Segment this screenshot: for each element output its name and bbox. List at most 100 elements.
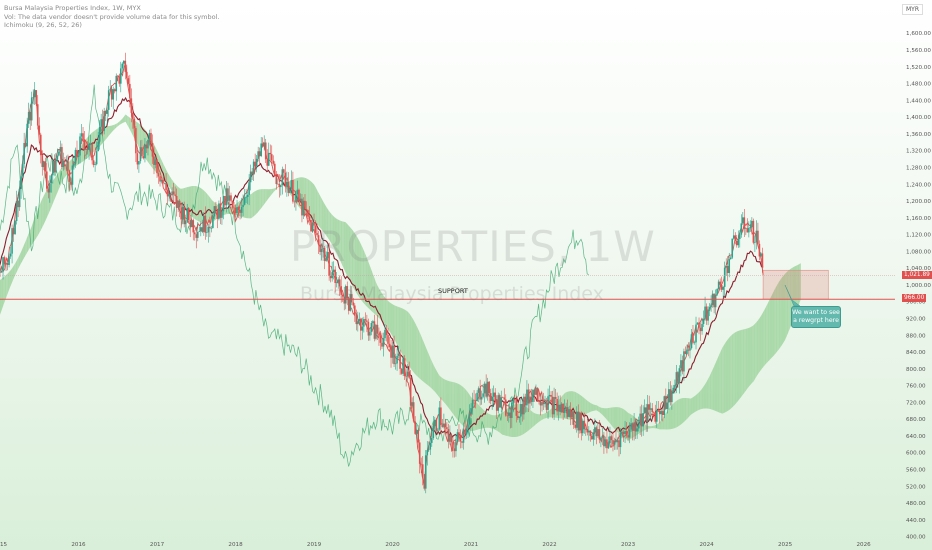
kumo-segment <box>756 319 759 376</box>
candle-body <box>292 180 294 202</box>
kumo-segment <box>687 398 690 419</box>
kumo-segment <box>692 396 695 414</box>
candle-body <box>366 320 368 322</box>
candle-body <box>535 387 537 395</box>
kumo-segment <box>15 259 18 275</box>
candle-body <box>86 148 89 150</box>
indicator-label[interactable]: Ichimoku (9, 26, 52, 26) <box>4 21 82 30</box>
kumo-segment <box>700 388 702 410</box>
candle-body <box>636 428 638 432</box>
kumo-segment <box>405 309 407 363</box>
candle-body <box>409 377 412 406</box>
time-tick-label: 2019 <box>307 542 322 548</box>
kumo-segment <box>711 369 713 410</box>
candle-body <box>473 399 475 401</box>
kumo-segment <box>504 410 506 436</box>
kumo-segment <box>263 189 266 205</box>
kumo-segment <box>310 181 313 220</box>
kumo-segment <box>723 342 726 413</box>
candle-body <box>166 189 169 197</box>
candle-body <box>302 200 305 216</box>
kumo-segment <box>770 293 773 359</box>
candle-body <box>738 234 741 240</box>
kumo-segment <box>445 380 448 407</box>
kumo-segment <box>268 189 271 199</box>
candle-body <box>449 434 451 442</box>
time-tick-label: 2021 <box>464 542 479 548</box>
candle-body <box>248 182 250 195</box>
candle-body <box>690 334 693 349</box>
kumo-segment <box>166 170 169 186</box>
candle-body <box>305 208 308 211</box>
candle-body <box>116 75 119 77</box>
candle-body <box>172 191 175 195</box>
currency-badge[interactable]: MYR <box>902 4 924 15</box>
candle-body <box>11 228 13 254</box>
candle-body <box>477 388 480 393</box>
candle-body <box>239 209 241 213</box>
kumo-segment <box>491 414 494 429</box>
candle-body <box>46 171 48 189</box>
candle-body <box>553 396 555 415</box>
candle-body <box>163 183 166 184</box>
candle-body <box>80 133 83 137</box>
kumo-segment <box>408 312 410 368</box>
symbol-title[interactable]: Bursa Malaysia Properties Index, 1W, MYX <box>4 4 141 12</box>
candle-body <box>628 429 631 438</box>
candle-body <box>135 128 137 154</box>
candle-body <box>227 188 229 201</box>
kumo-segment <box>328 209 330 241</box>
candle-body <box>0 272 1 273</box>
candle-body <box>113 89 116 92</box>
kumo-segment <box>200 188 203 223</box>
candle-body <box>295 194 297 203</box>
candle-body <box>651 408 654 413</box>
candle-body <box>322 247 324 250</box>
candle-body <box>424 455 427 489</box>
candle-body <box>82 133 84 141</box>
candle-body <box>574 424 577 428</box>
time-axis[interactable]: 2015 2016 2017 2018 2019 2020 2021 2022 2023 2024… <box>0 542 871 548</box>
kumo-segment <box>672 403 674 429</box>
kumo-segment <box>709 372 712 410</box>
candle-body <box>511 402 513 418</box>
candle-body <box>245 196 247 198</box>
candle-body <box>27 111 30 124</box>
kumo-segment <box>43 192 46 224</box>
candle-body <box>645 407 647 422</box>
candle-body <box>38 125 41 135</box>
candle-body <box>639 413 641 426</box>
kumo-segment <box>786 270 789 337</box>
price-tick-label: 800.00 <box>906 367 926 373</box>
candle-body <box>556 398 558 412</box>
candle-body <box>421 464 424 478</box>
candle-body <box>85 148 87 150</box>
kumo-segment <box>21 246 24 262</box>
candle-body <box>504 399 507 416</box>
candle-body <box>465 428 468 435</box>
kumo-segment <box>329 211 332 244</box>
kumo-segment <box>359 241 362 300</box>
candle-body <box>506 415 509 417</box>
price-axis[interactable]: 1,600.00 1,560.00 1,520.00 1,480.00 1,440.00… <box>906 31 931 540</box>
candle-body <box>77 155 80 158</box>
kumo-segment <box>7 271 10 294</box>
candle-body <box>462 429 465 443</box>
candle-body <box>381 342 383 347</box>
candle-body <box>586 429 589 433</box>
candle-body <box>320 249 323 252</box>
kumo-segment <box>56 173 59 195</box>
candle-body <box>367 321 370 336</box>
kumo-segment <box>705 381 707 409</box>
candle-body <box>266 159 269 166</box>
candle-body <box>363 319 365 327</box>
candle-body <box>566 407 569 417</box>
kumo-segment <box>675 400 677 428</box>
kumo-segment <box>307 179 310 218</box>
kumo-segment <box>436 370 439 396</box>
candle-body <box>615 440 617 443</box>
candle-body <box>515 399 518 416</box>
candle-body <box>529 396 531 404</box>
candle-body <box>548 394 551 397</box>
